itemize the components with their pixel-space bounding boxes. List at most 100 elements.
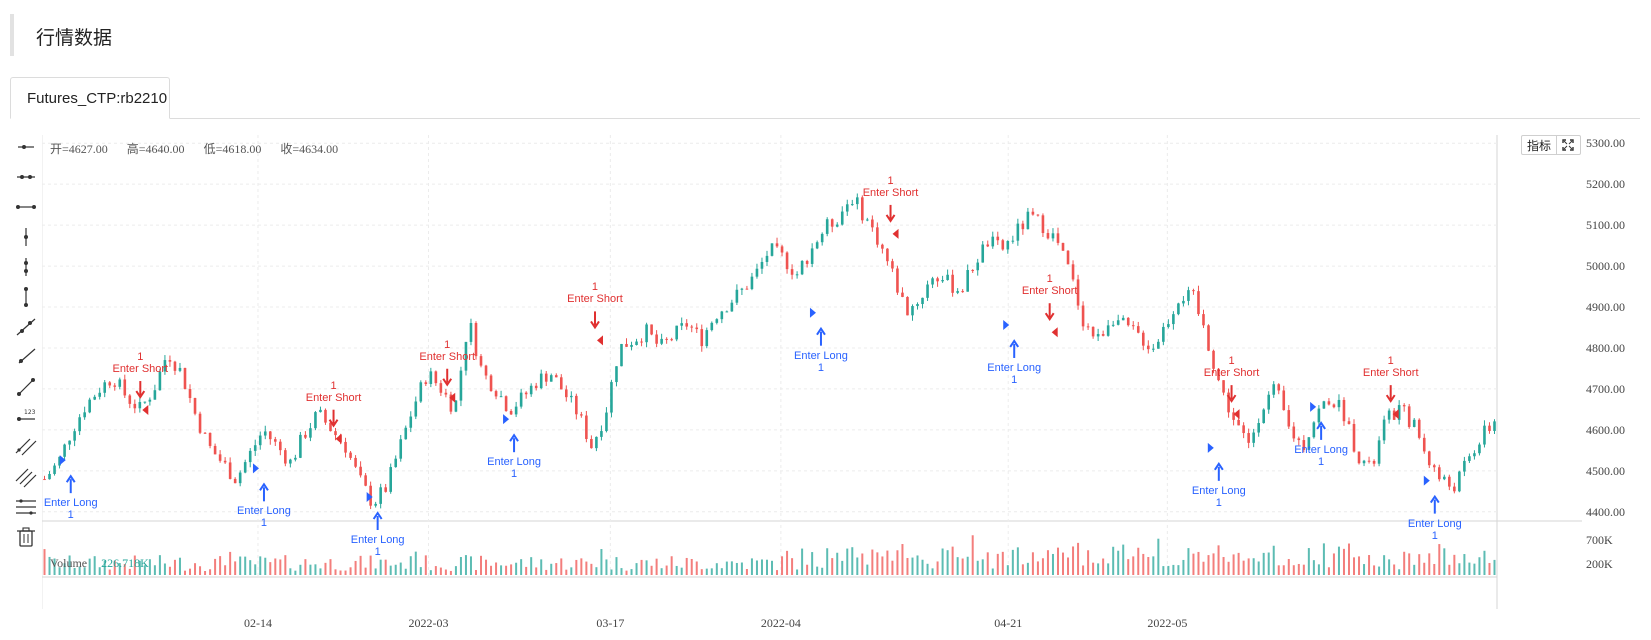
volume-bar: [1353, 557, 1356, 575]
volume-bar: [374, 568, 377, 575]
candle-body: [866, 219, 869, 221]
volume-bar: [214, 558, 217, 575]
vertical-line-icon[interactable]: [12, 225, 40, 249]
long-marker-icon: [1310, 401, 1317, 412]
volume-bar: [680, 567, 683, 575]
volume-bar: [464, 555, 467, 575]
volume-bar: [88, 558, 91, 575]
volume-bar: [1192, 553, 1195, 575]
segment-line-icon[interactable]: [12, 375, 40, 399]
volume-bar: [966, 556, 969, 575]
candle-body: [63, 444, 66, 457]
volume-bar: [1433, 563, 1436, 575]
parallel-channel-icon[interactable]: [12, 435, 40, 459]
fullscreen-button[interactable]: [1557, 135, 1581, 155]
volume-bar: [1257, 561, 1260, 575]
volume-bar: [891, 560, 894, 575]
candle-body: [334, 431, 337, 436]
volume-bar: [660, 568, 663, 575]
volume-tick-label: 700K: [1586, 533, 1613, 547]
volume-bar: [1247, 558, 1250, 575]
enter-long-label: Enter Long 1: [487, 456, 541, 481]
volume-bar: [1157, 538, 1160, 575]
candle-body: [449, 394, 453, 412]
volume-bar: [1092, 562, 1095, 575]
volume-bar: [274, 558, 277, 575]
volume-bar: [1142, 553, 1145, 575]
volume-bar: [1307, 548, 1310, 575]
candle-body: [630, 344, 633, 347]
fib-levels-icon[interactable]: [12, 495, 40, 519]
price-tick-label: 4800.00: [1586, 340, 1625, 355]
candle-body: [1212, 350, 1215, 369]
enter-long-label: Enter Long 1: [987, 361, 1042, 386]
vertical-segment-icon[interactable]: [12, 255, 40, 279]
volume-bar: [1317, 564, 1320, 575]
trend-line-icon[interactable]: [12, 315, 40, 339]
volume-bar: [434, 566, 437, 575]
volume-bar: [986, 552, 989, 575]
multi-parallel-icon[interactable]: [12, 465, 40, 489]
volume-bar: [1107, 563, 1110, 575]
candle-body: [685, 323, 689, 327]
trash-icon[interactable]: [12, 525, 40, 549]
candle-body: [730, 302, 734, 312]
volume-bar: [1418, 554, 1421, 575]
short-marker-icon: [142, 405, 149, 416]
candle-body: [1237, 419, 1240, 426]
candle-body: [1106, 325, 1110, 336]
time-tick-label: 04-21: [994, 616, 1023, 630]
volume-bar: [178, 557, 181, 575]
candle-body: [1267, 394, 1271, 410]
volume-bar: [971, 535, 974, 575]
tab-futures-rb2210[interactable]: Futures_CTP:rb2210: [10, 77, 170, 119]
indicators-button[interactable]: 指标: [1521, 135, 1557, 155]
volume-bar: [525, 566, 528, 575]
volume-bar: [78, 566, 81, 575]
volume-bar: [444, 569, 447, 575]
candle-body: [1091, 326, 1095, 337]
price-label-icon[interactable]: 123: [12, 405, 40, 429]
candle-body: [775, 243, 779, 247]
candle-body: [1136, 326, 1140, 333]
candle-body: [976, 262, 980, 271]
ray-line-icon[interactable]: [12, 345, 40, 369]
candle-body: [1207, 325, 1210, 351]
volume-bar: [695, 561, 698, 575]
volume-bar: [730, 561, 733, 575]
candle-body: [1076, 279, 1080, 306]
candle-body: [514, 406, 518, 415]
horizontal-line-icon[interactable]: [12, 165, 40, 189]
price-tick-label: 5300.00: [1586, 136, 1625, 151]
candle-body: [274, 439, 277, 442]
volume-bar: [249, 560, 252, 575]
volume-bar: [319, 568, 322, 575]
volume-bar: [63, 563, 66, 575]
horizontal-ray-icon[interactable]: [12, 135, 40, 159]
price-chart[interactable]: [42, 135, 1582, 609]
volume-bar: [836, 552, 839, 575]
horizontal-segment-icon[interactable]: [12, 195, 40, 219]
volume-bar: [1051, 553, 1054, 575]
candle-body: [825, 219, 829, 234]
volume-bar: [1132, 556, 1135, 575]
short-arrow-head-icon: [590, 320, 600, 330]
volume-bar: [1287, 558, 1290, 575]
volume-bar: [851, 547, 854, 575]
volume-bar: [1212, 553, 1215, 575]
price-tick-label: 5100.00: [1586, 218, 1625, 233]
candle-body: [765, 255, 769, 262]
candle-body: [1407, 406, 1411, 427]
enter-short-label: 1 Enter Short: [1203, 355, 1260, 380]
volume-bar: [419, 567, 422, 575]
candle-body: [715, 319, 719, 323]
vertical-ray-icon[interactable]: [12, 285, 40, 309]
candle-body: [68, 440, 71, 445]
candle-body: [1347, 421, 1351, 424]
volume-bar: [640, 559, 643, 575]
volume-bar: [811, 552, 814, 575]
candle-body: [464, 341, 468, 371]
long-marker-icon: [503, 414, 510, 425]
candle-body: [830, 219, 834, 227]
candle-body: [735, 289, 739, 303]
